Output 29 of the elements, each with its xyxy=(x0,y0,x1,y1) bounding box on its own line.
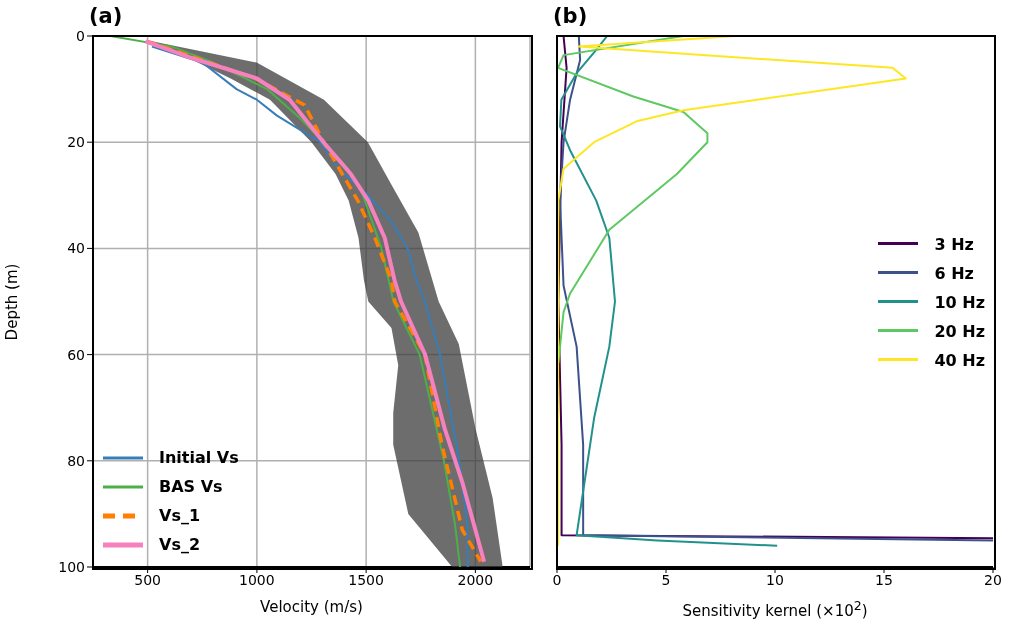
y-tick-label: 20 xyxy=(67,134,85,151)
legend-label: 10 Hz xyxy=(934,292,985,311)
x-tick-label: 500 xyxy=(134,571,161,588)
chart-title: (b) xyxy=(553,4,588,28)
y-tick-label: 40 xyxy=(67,240,85,257)
x-tick-label: 20 xyxy=(984,571,1002,588)
legend-label: Vs_2 xyxy=(159,535,201,554)
x-tick-label: 0 xyxy=(552,571,562,588)
legend-label: 40 Hz xyxy=(934,350,985,369)
legend-label: Initial Vs xyxy=(159,448,239,467)
x-tick-label: 1500 xyxy=(348,571,384,588)
y-tick-label: 0 xyxy=(76,27,85,44)
y-axis-title: Depth (m) xyxy=(3,263,21,340)
x-tick-label: 5 xyxy=(661,571,671,588)
x-axis-title: Velocity (m/s) xyxy=(259,598,364,616)
legend-label: 20 Hz xyxy=(934,321,985,340)
x-tick-label: 10 xyxy=(766,571,784,588)
legend-label: BAS Vs xyxy=(159,477,223,496)
y-tick-label: 100 xyxy=(58,558,85,575)
x-tick-label: 15 xyxy=(875,571,893,588)
chart-title: (a) xyxy=(89,4,123,28)
legend-label: 6 Hz xyxy=(934,263,974,282)
x-axis-title: Sensitivity kernel (×10$^{2}$) xyxy=(681,598,869,620)
legend-label: Vs_1 xyxy=(159,506,201,525)
legend-label: 3 Hz xyxy=(934,234,974,253)
x-tick-label: 2000 xyxy=(457,571,494,588)
x-tick-label: 1000 xyxy=(239,571,275,588)
y-tick-label: 80 xyxy=(67,452,85,469)
y-tick-label: 60 xyxy=(67,346,85,363)
